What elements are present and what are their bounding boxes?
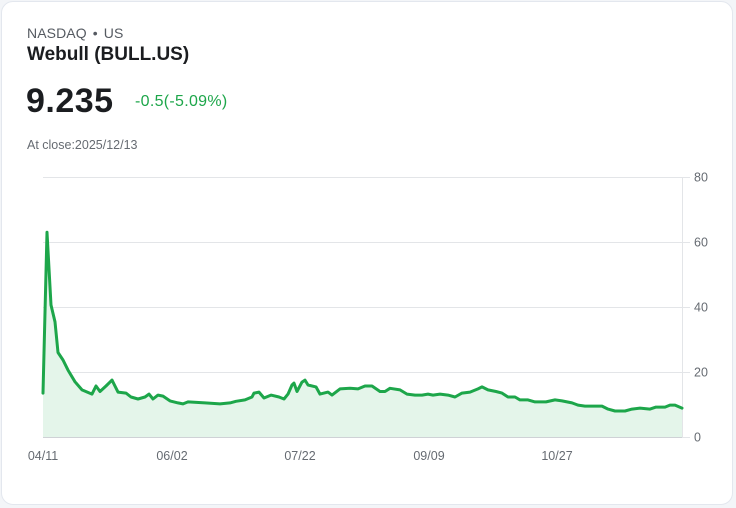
y-tick-label: 40 — [694, 301, 708, 315]
x-tick-label: 06/02 — [156, 449, 187, 463]
y-axis-labels: 0 20 40 60 80 — [694, 171, 708, 445]
x-tick-label: 04/11 — [28, 449, 58, 463]
y-tick-label: 20 — [694, 366, 708, 380]
price-area-fill — [43, 232, 682, 437]
x-axis-labels: 04/11 06/02 07/22 09/09 10/27 — [28, 449, 573, 463]
exchange-name: NASDAQ — [27, 25, 87, 41]
close-timestamp: At close:2025/12/13 — [27, 138, 138, 152]
stock-price: 9.235 — [26, 82, 114, 120]
stock-title: Webull (BULL.US) — [27, 44, 190, 65]
y-tick-label: 0 — [694, 431, 701, 445]
price-line — [41, 230, 684, 413]
separator-dot: • — [92, 25, 98, 41]
y-tick-label: 80 — [694, 171, 708, 185]
y-tick-label: 60 — [694, 236, 708, 250]
x-tick-label: 07/22 — [284, 449, 315, 463]
chart-gridlines — [43, 177, 690, 438]
x-tick-label: 09/09 — [413, 449, 444, 463]
exchange-line: NASDAQ • US — [27, 25, 123, 41]
x-tick-label: 10/27 — [541, 449, 572, 463]
region-name: US — [103, 25, 124, 41]
price-change: -0.5(-5.09%) — [135, 93, 228, 110]
